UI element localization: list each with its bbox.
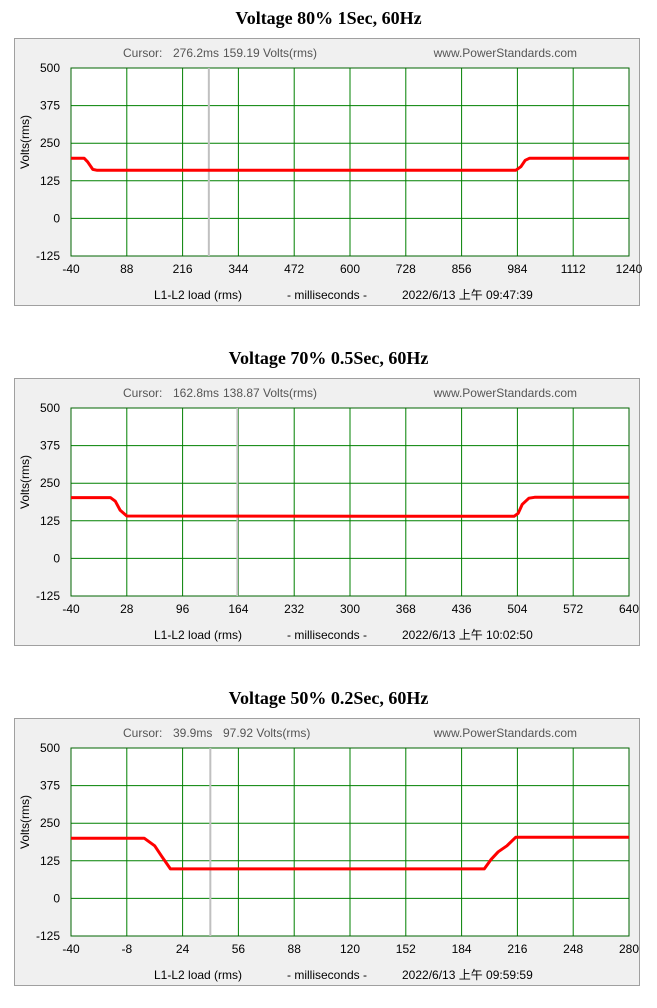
x-tick-label: 728 <box>396 262 416 276</box>
y-tick-label: 0 <box>53 891 60 905</box>
x-axis-load-label: L1-L2 load (rms) <box>154 288 242 302</box>
cursor-value: 138.87 Volts(rms) <box>223 386 317 400</box>
x-tick-label: 504 <box>507 602 527 616</box>
x-tick-label: 280 <box>619 942 639 956</box>
chart-plot[interactable]: Cursor: 162.8ms 138.87 Volts(rms) www.Power… <box>15 379 641 647</box>
x-tick-label: -8 <box>121 942 132 956</box>
x-tick-label: 88 <box>120 262 134 276</box>
x-axis-unit-label: - milliseconds - <box>287 968 367 982</box>
y-tick-label: -125 <box>36 929 60 943</box>
website-label: www.PowerStandards.com <box>433 46 577 60</box>
y-tick-label: 0 <box>53 551 60 565</box>
cursor-label: Cursor: <box>123 726 162 740</box>
y-tick-label: 125 <box>40 854 60 868</box>
x-tick-label: 300 <box>340 602 360 616</box>
x-tick-label: 184 <box>452 942 472 956</box>
x-tick-label: 28 <box>120 602 134 616</box>
x-axis-unit-label: - milliseconds - <box>287 628 367 642</box>
y-tick-label: 0 <box>53 211 60 225</box>
x-tick-label: 436 <box>452 602 472 616</box>
x-tick-label: 640 <box>619 602 639 616</box>
x-tick-label: 1240 <box>616 262 643 276</box>
y-axis-label: Volts(rms) <box>18 795 32 849</box>
cursor-time: 39.9ms <box>173 726 212 740</box>
x-tick-label: 600 <box>340 262 360 276</box>
cursor-label: Cursor: <box>123 46 162 60</box>
x-tick-label: 344 <box>228 262 248 276</box>
y-tick-label: 375 <box>40 779 60 793</box>
x-tick-label: 24 <box>176 942 190 956</box>
chart-title: Voltage 80% 1Sec, 60Hz <box>235 8 422 28</box>
y-tick-label: 375 <box>40 99 60 113</box>
voltage-series-line <box>71 495 629 518</box>
y-tick-label: 500 <box>40 401 60 415</box>
x-tick-label: -40 <box>62 942 80 956</box>
cursor-time: 162.8ms <box>173 386 219 400</box>
x-tick-label: 88 <box>288 942 302 956</box>
y-tick-label: 125 <box>40 514 60 528</box>
x-tick-label: 120 <box>340 942 360 956</box>
x-tick-label: 164 <box>228 602 248 616</box>
plot-border <box>70 407 630 597</box>
y-tick-label: 250 <box>40 476 60 490</box>
x-tick-label: 232 <box>284 602 304 616</box>
x-tick-label: 216 <box>507 942 527 956</box>
voltage-series-line <box>71 835 629 871</box>
chart-panel: Cursor: 276.2ms 159.19 Volts(rms) www.Power… <box>14 38 643 307</box>
y-tick-label: 375 <box>40 439 60 453</box>
x-tick-label: -40 <box>62 262 80 276</box>
y-tick-label: 500 <box>40 741 60 755</box>
chart-plot[interactable]: Cursor: 276.2ms 159.19 Volts(rms) www.Power… <box>15 39 643 307</box>
x-axis-load-label: L1-L2 load (rms) <box>154 968 242 982</box>
x-axis-unit-label: - milliseconds - <box>287 288 367 302</box>
plot-border <box>70 747 630 937</box>
chart-title: Voltage 50% 0.2Sec, 60Hz <box>228 688 429 708</box>
x-tick-label: 984 <box>507 262 527 276</box>
plot-border <box>70 67 630 257</box>
chart-panel: Cursor: 162.8ms 138.87 Volts(rms) www.Power… <box>14 378 640 646</box>
x-tick-label: 56 <box>232 942 246 956</box>
y-tick-label: 500 <box>40 61 60 75</box>
x-tick-label: 216 <box>173 262 193 276</box>
timestamp-label: 2022/6/13 上午 10:02:50 <box>402 628 533 642</box>
y-tick-label: 250 <box>40 136 60 150</box>
x-tick-label: 856 <box>452 262 472 276</box>
x-axis-load-label: L1-L2 load (rms) <box>154 628 242 642</box>
x-tick-label: 248 <box>563 942 583 956</box>
y-tick-label: 125 <box>40 174 60 188</box>
cursor-label: Cursor: <box>123 386 162 400</box>
x-tick-label: 368 <box>396 602 416 616</box>
x-tick-label: 1112 <box>561 262 586 276</box>
x-tick-label: 152 <box>396 942 416 956</box>
website-label: www.PowerStandards.com <box>433 386 577 400</box>
x-tick-label: 572 <box>563 602 583 616</box>
voltage-series-line <box>71 156 629 172</box>
x-tick-label: 96 <box>176 602 190 616</box>
website-label: www.PowerStandards.com <box>433 726 577 740</box>
timestamp-label: 2022/6/13 上午 09:47:39 <box>402 288 533 302</box>
chart-plot[interactable]: Cursor: 39.9ms 97.92 Volts(rms) www.PowerSt… <box>15 719 641 987</box>
y-tick-label: 250 <box>40 816 60 830</box>
y-axis-label: Volts(rms) <box>18 115 32 169</box>
y-tick-label: -125 <box>36 589 60 603</box>
cursor-time: 276.2ms <box>173 46 219 60</box>
timestamp-label: 2022/6/13 上午 09:59:59 <box>402 968 533 982</box>
x-tick-label: 472 <box>284 262 304 276</box>
chart-title: Voltage 70% 0.5Sec, 60Hz <box>228 348 429 368</box>
y-tick-label: -125 <box>36 249 60 263</box>
cursor-value: 159.19 Volts(rms) <box>223 46 317 60</box>
y-axis-label: Volts(rms) <box>18 455 32 509</box>
chart-panel: Cursor: 39.9ms 97.92 Volts(rms) www.PowerSt… <box>14 718 640 986</box>
x-tick-label: -40 <box>62 602 80 616</box>
cursor-value: 97.92 Volts(rms) <box>223 726 310 740</box>
